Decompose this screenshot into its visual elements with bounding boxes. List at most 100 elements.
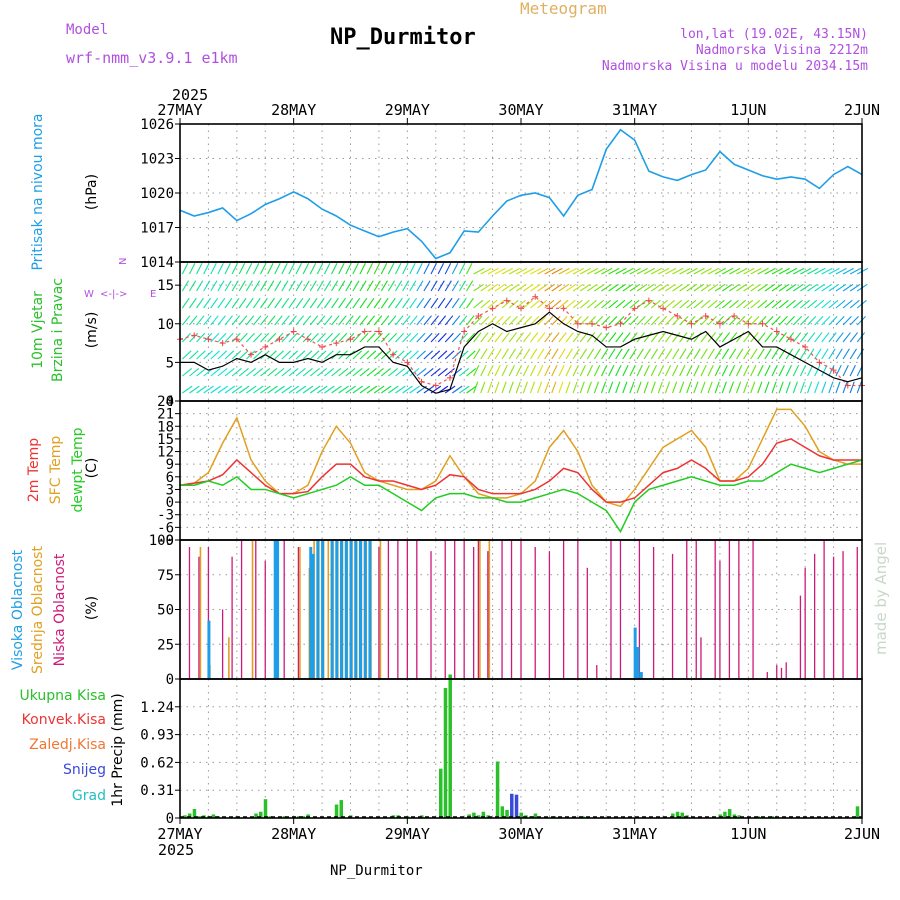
wind-barb <box>416 280 424 292</box>
wind-barb <box>608 332 617 343</box>
wind-barb <box>189 350 199 360</box>
wind-barb <box>267 385 278 394</box>
wind-barb <box>267 350 277 360</box>
wind-barb <box>537 364 544 377</box>
wind-barb <box>316 263 324 275</box>
y-tick-label: 75 <box>157 568 174 584</box>
wind-barb <box>601 348 609 360</box>
wind-barb <box>245 280 253 292</box>
wind-barb <box>238 297 247 309</box>
wind-barb <box>771 332 780 343</box>
wind-barb <box>778 381 784 394</box>
wind-barb <box>537 332 546 343</box>
wind-barb <box>686 381 692 394</box>
wind-barb <box>764 348 772 360</box>
wind-gust-marker <box>233 336 240 343</box>
wind-barb <box>416 315 425 326</box>
wind-barb <box>473 332 482 343</box>
wind-gust-marker <box>631 305 638 312</box>
wind-barb <box>316 315 326 326</box>
wind-barb <box>828 283 840 292</box>
wind-barb <box>274 350 284 360</box>
wind-barb <box>835 267 847 275</box>
legend-total: Ukupna Kisa <box>19 688 106 704</box>
wind-barb <box>366 332 376 343</box>
wind-barb <box>757 364 764 377</box>
x-tick-label-top: 29MAY <box>385 101 430 119</box>
wind-gust-marker <box>759 320 766 327</box>
wind-barb <box>522 332 532 343</box>
wind-barb <box>572 364 579 377</box>
wind-barb <box>707 299 718 309</box>
wind-gust-marker <box>603 324 610 331</box>
pressure-unit: (hPa) <box>84 174 100 210</box>
wind-barb <box>679 283 690 292</box>
wind-barb <box>821 348 829 360</box>
wind-ylabel-line1: 10m Vjetar <box>30 291 46 369</box>
y-tick-label: 100 <box>149 533 174 549</box>
wind-barb <box>309 315 319 326</box>
temp-dewpt-label: dewpt Temp <box>70 427 86 512</box>
wind-barb <box>380 263 388 275</box>
cloud-high-bar <box>363 540 367 679</box>
wind-barb <box>707 267 719 275</box>
wind-barb <box>245 297 254 309</box>
wind-barb <box>579 299 590 309</box>
wind-barb <box>728 348 737 360</box>
wind-barb <box>189 385 200 394</box>
wind-barb <box>508 267 521 275</box>
wind-barb <box>828 332 837 343</box>
wind-barb <box>658 283 669 292</box>
wind-barb <box>366 297 375 309</box>
cloud-high-bar <box>207 620 211 679</box>
wind-barb <box>423 280 431 292</box>
wind-barb <box>735 381 742 394</box>
wind-barb <box>267 297 275 309</box>
wind-barb <box>849 267 862 275</box>
wind-gust-marker <box>390 351 397 358</box>
wind-barb <box>558 381 564 394</box>
wind-barb <box>352 368 363 377</box>
wind-barb <box>373 297 382 309</box>
wind-barb <box>288 385 300 394</box>
wind-gust-marker <box>503 297 510 304</box>
temp-sfc-label: SFC Temp <box>48 436 64 505</box>
wind-barb <box>501 332 510 343</box>
wind-barb <box>238 332 248 343</box>
wind-barb <box>189 315 198 326</box>
wind-barb <box>458 263 466 275</box>
wind-barb <box>572 381 578 394</box>
wind-barb <box>444 297 453 309</box>
wind-barb <box>686 332 695 343</box>
wind-gust-marker <box>645 297 652 304</box>
wind-barb <box>288 332 298 343</box>
wind-barb <box>629 348 637 360</box>
wind-barb <box>388 368 399 377</box>
wind-barb <box>466 297 474 309</box>
wind-barb <box>345 297 354 309</box>
wind-barb <box>210 297 219 309</box>
wind-barb <box>842 348 850 360</box>
x-tick-label-bottom: 29MAY <box>385 825 430 843</box>
wind-dir-n: N <box>118 258 129 265</box>
wind-barb <box>416 350 426 360</box>
wind-barb <box>281 385 292 394</box>
wind-barb <box>764 364 771 377</box>
wind-barb <box>217 350 228 360</box>
wind-barb <box>771 315 781 326</box>
wind-gust-marker <box>489 305 496 312</box>
wind-barb <box>373 385 385 394</box>
wind-gust-marker <box>546 305 553 312</box>
wind-gust-marker <box>446 374 453 381</box>
wind-barb <box>515 348 524 360</box>
wind-barb <box>409 385 420 394</box>
wind-gust-marker <box>418 378 425 385</box>
wind-barb <box>252 280 261 292</box>
wind-barb <box>828 267 840 275</box>
wind-barb <box>352 280 360 292</box>
wind-gust-marker <box>219 340 226 347</box>
x-tick-label-bottom: 28MAY <box>271 825 316 843</box>
wind-gust-marker <box>375 328 382 335</box>
wind-barb <box>288 350 299 360</box>
wind-barb <box>728 364 736 377</box>
